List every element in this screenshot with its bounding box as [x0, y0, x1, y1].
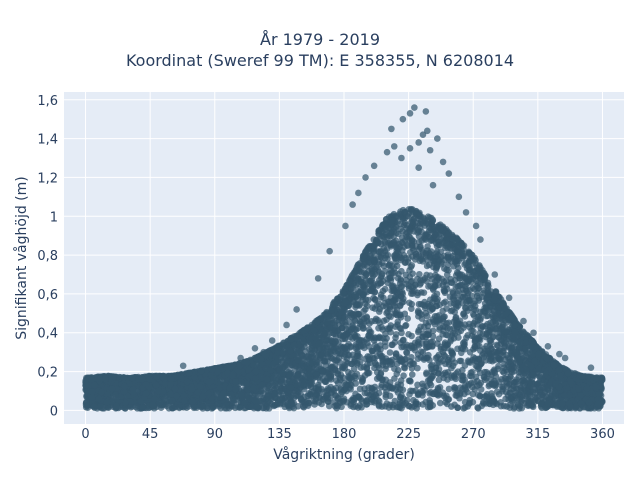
data-point [361, 389, 369, 397]
data-point [408, 332, 415, 340]
data-point [447, 279, 455, 286]
data-point [376, 398, 383, 405]
data-point [400, 295, 407, 303]
data-point [418, 315, 426, 322]
data-point [414, 309, 422, 316]
data-point [421, 298, 428, 306]
data-point [386, 349, 394, 356]
data-point [449, 288, 457, 295]
data-point [399, 386, 407, 394]
data-point [455, 328, 462, 336]
data-point [352, 402, 360, 410]
data-point [356, 385, 364, 393]
data-point [393, 370, 401, 378]
data-point [483, 342, 490, 350]
data-point [394, 389, 402, 396]
data-point [371, 296, 379, 304]
data-point [429, 372, 437, 380]
data-point [404, 315, 411, 322]
data-point [385, 325, 393, 333]
data-point [387, 358, 395, 365]
scatter-points [82, 104, 606, 412]
data-point [445, 385, 453, 393]
data-point [464, 403, 472, 410]
data-point [276, 388, 284, 395]
data-point [465, 358, 473, 366]
data-point [426, 272, 434, 279]
data-point [481, 376, 489, 384]
data-point [371, 305, 379, 312]
data-point [408, 371, 416, 378]
data-point [463, 287, 470, 295]
data-point [440, 313, 447, 321]
data-point [406, 248, 414, 256]
data-point [341, 362, 349, 369]
data-point [425, 283, 432, 290]
data-point [377, 369, 385, 377]
data-point [166, 397, 173, 404]
data-point [424, 243, 431, 250]
data-point [378, 381, 386, 389]
data-point [407, 305, 415, 312]
data-point [423, 312, 431, 320]
data-point [427, 362, 435, 370]
chart-title: År 1979 - 2019 [260, 30, 380, 49]
data-point [351, 355, 358, 363]
data-point [391, 365, 398, 373]
data-point [436, 399, 444, 407]
data-point [369, 348, 376, 355]
data-point [435, 370, 443, 377]
data-point [374, 346, 382, 354]
data-point [397, 225, 404, 233]
data-point [415, 300, 423, 308]
data-point [419, 380, 426, 388]
data-point [363, 314, 371, 322]
data-point [484, 312, 492, 320]
data-point [408, 354, 415, 361]
chart-subtitle: Koordinat (Sweref 99 TM): E 358355, N 62… [125, 51, 515, 70]
data-point [382, 365, 389, 373]
data-point [468, 292, 476, 300]
data-point [536, 374, 544, 382]
data-point [379, 355, 386, 362]
data-point [444, 251, 452, 258]
data-point [485, 282, 492, 290]
data-point [308, 358, 316, 366]
data-point [414, 364, 421, 372]
data-point [459, 345, 466, 353]
data-point [396, 280, 404, 287]
data-point [481, 368, 488, 376]
data-point [429, 327, 437, 335]
data-point [466, 349, 474, 356]
data-point [424, 377, 432, 384]
data-point [279, 364, 287, 371]
data-point [420, 289, 428, 296]
data-point [443, 305, 450, 312]
data-point [452, 322, 460, 329]
data-point [325, 402, 333, 410]
data-point [415, 238, 423, 246]
data-point [440, 278, 448, 285]
data-point [374, 317, 382, 324]
data-point [480, 400, 487, 407]
data-point [439, 331, 446, 338]
data-point [400, 395, 407, 402]
data-point [381, 285, 389, 293]
data-point [475, 297, 483, 304]
data-point [423, 369, 430, 377]
